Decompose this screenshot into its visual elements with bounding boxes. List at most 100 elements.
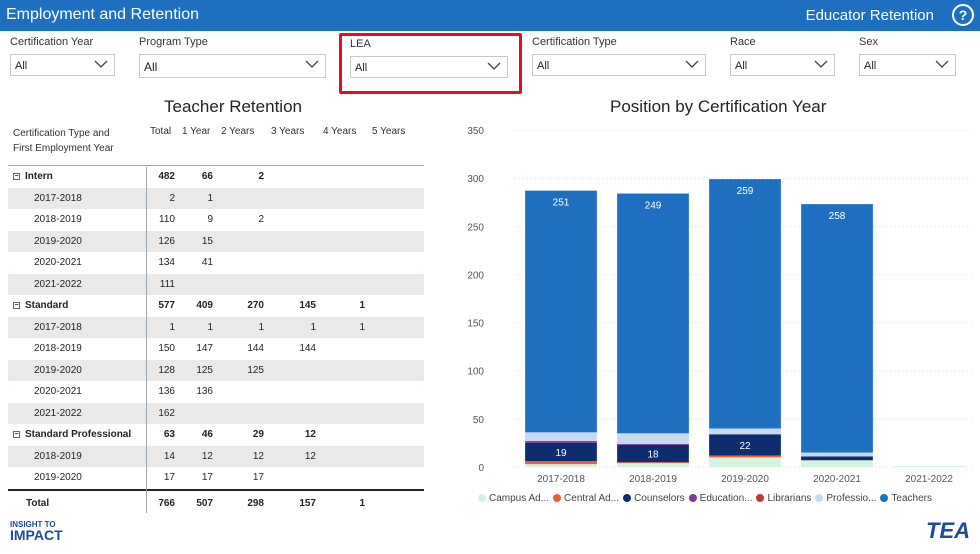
legend-item[interactable]: Counselors — [623, 493, 685, 504]
year-label: 2019-2020 — [34, 472, 82, 483]
sex-dropdown[interactable]: All — [859, 54, 956, 76]
bar-segment-campus-ad- — [893, 466, 965, 467]
group-row[interactable]: − Standard Professional 63 46 29 12 — [8, 424, 424, 446]
collapse-icon[interactable]: − — [13, 431, 20, 438]
bar-segment-teachers — [525, 190, 597, 433]
legend-item[interactable]: Librarians — [756, 493, 811, 504]
bar-segment-counselors — [709, 434, 781, 456]
table-cell: 128 — [158, 364, 175, 376]
group-label: − Intern — [13, 171, 53, 182]
column-header[interactable]: 4 Years — [323, 126, 357, 137]
table-cell: 136 — [196, 386, 213, 397]
help-icon[interactable]: ? — [952, 4, 974, 26]
bar-segment-central-ad- — [617, 462, 689, 464]
group-row[interactable]: − Intern 482 66 2 — [8, 166, 424, 188]
table-row[interactable]: 2018-2019 110 9 2 — [8, 209, 424, 231]
group-row[interactable]: − Standard 577 409 270 145 1 — [8, 295, 424, 317]
chevron-down-icon — [94, 60, 108, 68]
table-row[interactable]: 2018-2019 14 12 12 12 — [8, 445, 424, 467]
legend-label: Teachers — [891, 493, 932, 504]
column-header[interactable]: 2 Years — [221, 126, 255, 137]
table-cell: 29 — [252, 429, 264, 440]
table-cell: 2 — [258, 214, 264, 225]
year-label: 2018-2019 — [34, 451, 82, 462]
certification-type-dropdown[interactable]: All — [532, 54, 706, 76]
legend-item[interactable]: Education... — [688, 493, 753, 504]
group-label: − Standard Professional — [13, 429, 131, 440]
bar-segment-campus-ad- — [709, 457, 781, 467]
x-tick-label: 2021-2022 — [905, 474, 953, 485]
table-row[interactable]: 2019-2020 128 125 125 — [8, 359, 424, 381]
filter-label: Program Type — [139, 36, 208, 48]
table-cell: 157 — [299, 497, 316, 509]
table-row[interactable]: 2018-2019 150 147 144 144 — [8, 338, 424, 360]
row-label-text: 2018-2019 — [34, 214, 82, 225]
row-label-text: 2019-2020 — [34, 364, 82, 376]
legend-item[interactable]: Campus Ad... — [478, 493, 549, 504]
row-label-text: Total — [26, 497, 50, 509]
bar-segment-central-ad- — [709, 455, 781, 458]
year-label: 2021-2022 — [34, 279, 82, 290]
tea-logo: TEA — [926, 518, 970, 543]
legend-label: Librarians — [767, 493, 812, 504]
row-label-text: 2020-2021 — [34, 257, 82, 268]
chevron-down-icon — [814, 60, 828, 68]
row-label-text: 2019-2020 — [34, 235, 82, 247]
table-row[interactable]: 2019-2020 126 15 — [8, 230, 424, 252]
table-row[interactable]: 2019-2020 17 17 17 — [8, 467, 424, 489]
table-cell: 1 — [169, 321, 175, 333]
column-header[interactable]: 1 Year — [182, 126, 211, 137]
legend-item[interactable]: Teachers — [880, 493, 932, 504]
lea-dropdown[interactable]: All — [350, 56, 508, 78]
table-row[interactable]: 2021-2022 162 — [8, 402, 424, 424]
table-row[interactable]: 2020-2021 136 136 — [8, 381, 424, 403]
legend-dot-icon — [688, 494, 697, 502]
table-cell: 46 — [201, 429, 213, 440]
column-divider — [146, 167, 147, 513]
table-cell: 270 — [247, 300, 264, 311]
race-dropdown[interactable]: All — [730, 54, 835, 76]
column-header[interactable]: 5 Years — [372, 126, 406, 137]
legend-item[interactable]: Central Ad... — [553, 493, 619, 504]
row-label-text: 2019-2020 — [34, 472, 82, 483]
table-cell: 17 — [252, 472, 264, 483]
program-type-dropdown[interactable]: All — [139, 54, 326, 78]
collapse-icon[interactable]: − — [13, 173, 20, 180]
header-bar: Employment and Retention Educator Retent… — [0, 0, 980, 31]
table-row[interactable]: 2017-2018 1 1 1 1 1 — [8, 316, 424, 338]
data-label: 249 — [645, 201, 662, 212]
certification-year-dropdown[interactable]: All — [10, 54, 115, 76]
dropdown-value: All — [15, 60, 28, 72]
column-header[interactable]: 3 Years — [271, 126, 305, 137]
page-subtitle: Educator Retention — [805, 7, 934, 24]
x-tick-label: 2019-2020 — [721, 474, 769, 485]
table-cell: 1 — [310, 321, 316, 333]
x-tick-label: 2018-2019 — [629, 474, 677, 485]
table-row[interactable]: 2021-2022 111 — [8, 273, 424, 295]
table-cell: 147 — [196, 343, 213, 354]
row-label-text: 2021-2022 — [34, 278, 82, 290]
year-label: 2017-2018 — [34, 322, 82, 333]
table-row[interactable]: 2020-2021 134 41 — [8, 252, 424, 274]
chart-title: Position by Certification Year — [610, 97, 827, 116]
table-cell: 409 — [196, 300, 213, 311]
filter-sex: Sex All — [859, 36, 956, 76]
collapse-icon[interactable]: − — [13, 302, 20, 309]
year-label: 2020-2021 — [34, 386, 82, 397]
data-label: 259 — [737, 186, 754, 197]
position-chart: 0 50 100 150 200 250 300 350 2017-2018 2018-2019 2… — [467, 126, 975, 485]
row-label-text: 2017-2018 — [34, 192, 82, 204]
legend-dot-icon — [553, 494, 562, 502]
dropdown-value: All — [355, 62, 368, 74]
row-label-text: 2018-2019 — [34, 343, 82, 354]
group-label: − Standard — [13, 300, 68, 311]
row-label-text: 2021-2022 — [34, 407, 82, 419]
row-label-text: Standard Professional — [25, 429, 132, 440]
y-tick-label: 250 — [467, 222, 484, 233]
column-header[interactable]: Total — [150, 126, 172, 137]
table-cell: 577 — [158, 300, 175, 311]
table-cell: 12 — [304, 429, 316, 440]
legend-label: Education... — [699, 493, 753, 504]
legend-item[interactable]: Professio... — [815, 493, 876, 504]
table-row[interactable]: 2017-2018 2 1 — [8, 187, 424, 209]
